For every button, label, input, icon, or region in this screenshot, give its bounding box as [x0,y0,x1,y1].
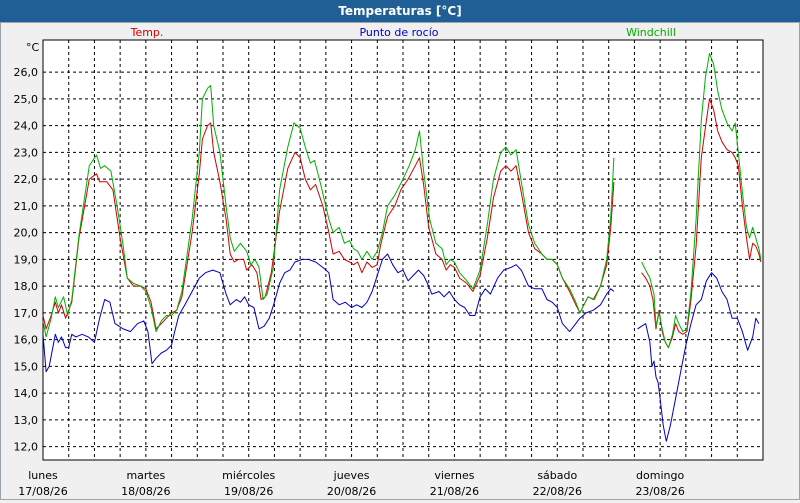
temperature-chart: 12,0 13,0 14,0 15,0 16,0 17,0 18,0 19,0 20,0 21,0… [14,26,764,498]
y-tick-label: 23,0 [14,146,39,159]
y-tick-label: 25,0 [14,93,39,106]
x-date-label: 22/08/26 [533,485,582,498]
x-day-name-label: martes [126,469,165,482]
x-date-label: 21/08/26 [430,485,479,498]
x-date-label: 19/08/26 [224,485,273,498]
y-tick-label: 18,0 [14,280,39,293]
x-day-name-label: viernes [434,469,474,482]
x-day-name-label: jueves [333,469,370,482]
y-tick-label: 17,0 [14,307,39,320]
y-axis-unit-label: °C [26,41,40,54]
y-tick-label: 16,0 [14,334,39,347]
y-tick-label: 12,0 [14,441,39,454]
series-line [42,122,615,330]
x-date-label: 20/08/26 [327,485,376,498]
y-tick-label: 14,0 [14,387,39,400]
legend-entry: Punto de rocío [359,26,438,39]
window-title: Temperaturas [°C] [0,0,800,22]
legend-entry: Temp. [130,26,164,39]
series-lines [42,52,762,442]
series-line [42,253,615,373]
grid-lines [43,40,763,460]
chart-panel: 12,0 13,0 14,0 15,0 16,0 17,0 18,0 19,0 20,0 21,0… [0,22,800,500]
x-day-name-label: sábado [537,469,577,482]
x-tick-labels: lunes 17/08/26 martes 18/08/26 miércoles 19/0… [18,469,685,498]
x-day-name-label: domingo [636,469,684,482]
y-tick-label: 24,0 [14,120,39,133]
y-tick-label: 21,0 [14,200,39,213]
x-date-label: 23/08/26 [635,485,684,498]
x-day-name-label: lunes [28,469,58,482]
x-date-label: 17/08/26 [18,485,67,498]
series-line [641,52,762,349]
x-date-label: 18/08/26 [121,485,170,498]
legend: Temp. Punto de rocío Windchill [130,26,676,39]
y-tick-label: 26,0 [14,66,39,79]
y-tick-label: 19,0 [14,253,39,266]
y-tick-labels: 12,0 13,0 14,0 15,0 16,0 17,0 18,0 19,0 20,0 21,0… [14,66,39,454]
x-day-name-label: miércoles [222,469,275,482]
legend-entry: Windchill [626,26,676,39]
series-line [42,85,615,338]
y-tick-label: 22,0 [14,173,39,186]
series-line [637,272,760,442]
y-tick-label: 13,0 [14,414,39,427]
y-tick-label: 15,0 [14,360,39,373]
y-tick-label: 20,0 [14,227,39,240]
